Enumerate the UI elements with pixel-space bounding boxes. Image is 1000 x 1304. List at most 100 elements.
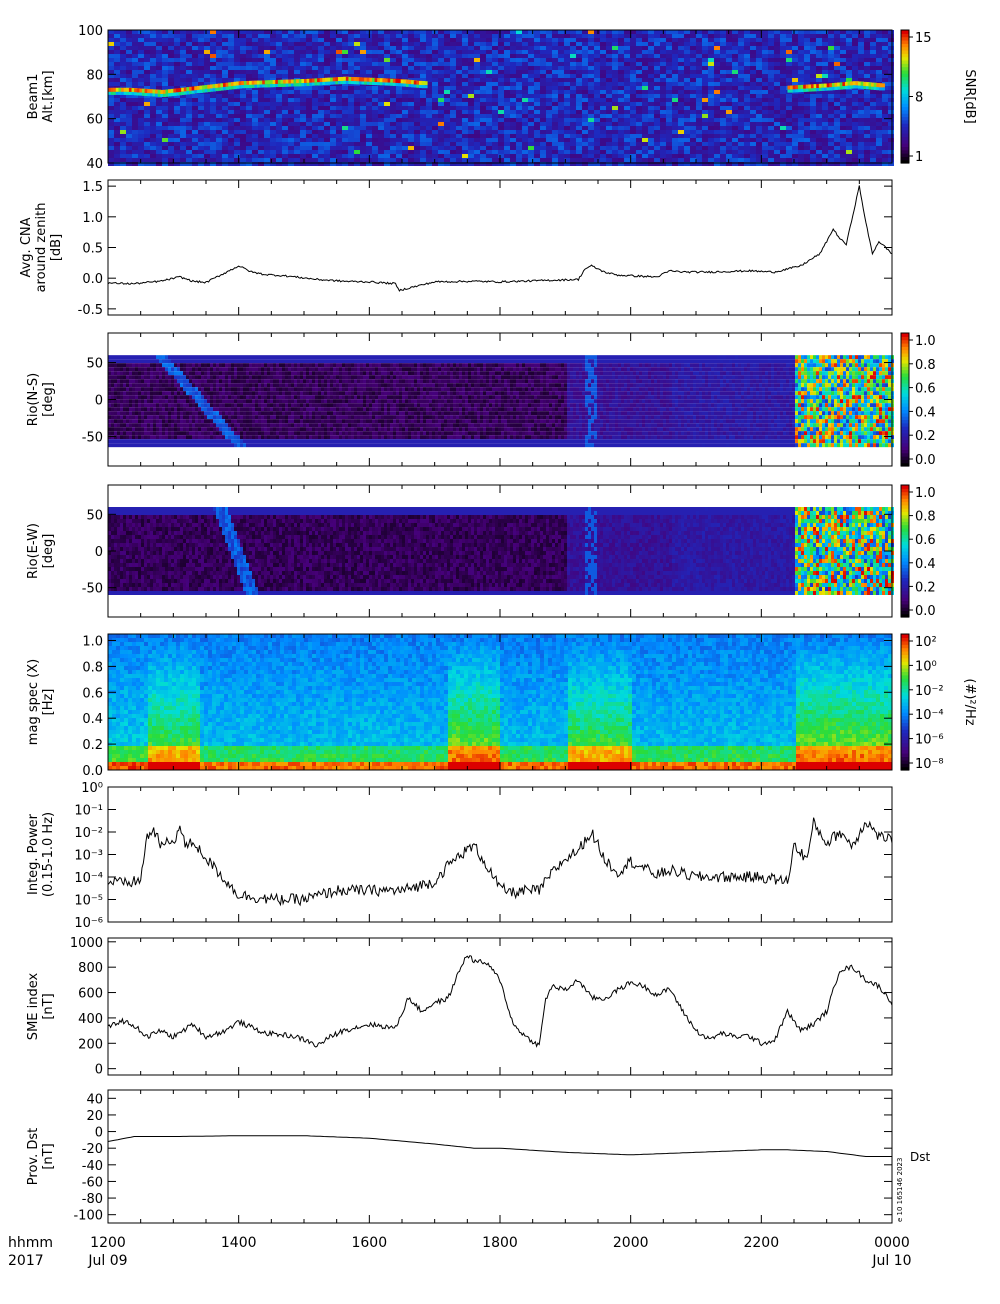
- beam1-cell: [132, 54, 138, 58]
- beam1-cell: [606, 54, 612, 58]
- beam1-cell: [150, 42, 156, 46]
- beam1-cell: [606, 46, 612, 50]
- beam1-cell: [450, 74, 456, 78]
- beam1-cell: [222, 130, 228, 134]
- beam1-cell: [126, 50, 132, 54]
- beam1-cell: [126, 130, 132, 134]
- beam1-cell: [534, 98, 540, 102]
- beam1-cell: [858, 58, 864, 62]
- beam1-cell: [678, 146, 684, 150]
- beam1-cell: [360, 110, 366, 114]
- beam1-cell: [858, 66, 864, 70]
- beam1-cell: [492, 154, 498, 158]
- beam1-cell: [372, 130, 378, 134]
- beam1-cell: [720, 74, 726, 78]
- beam1-cell: [786, 42, 792, 46]
- beam1-cell: [222, 98, 228, 102]
- beam1-cell: [426, 110, 432, 114]
- beam1-cell: [744, 138, 750, 142]
- beam1-cell: [876, 158, 882, 162]
- beam1-cell: [462, 86, 468, 90]
- beam1-cell: [738, 38, 744, 42]
- beam1-cell: [390, 106, 396, 110]
- beam1-cell: [678, 110, 684, 114]
- beam1-cell: [468, 122, 474, 126]
- beam1-cell: [156, 130, 162, 134]
- beam1-cell: [516, 146, 522, 150]
- beam1-cell: [138, 98, 144, 102]
- beam1-cell: [546, 142, 552, 146]
- beam1-cell: [222, 78, 228, 82]
- beam1-cell: [270, 70, 276, 74]
- beam1-cell: [606, 74, 612, 78]
- beam1-cell: [210, 110, 216, 114]
- beam1-cell: [486, 90, 492, 94]
- beam1-cell: [648, 146, 654, 150]
- beam1-cell: [282, 30, 288, 34]
- beam1-cell: [696, 98, 702, 102]
- beam1-cell: [534, 74, 540, 78]
- beam1-cell: [486, 78, 492, 82]
- beam1-cell: [438, 74, 444, 78]
- beam1-cell: [306, 38, 312, 42]
- beam1-cell: [462, 38, 468, 42]
- beam1-cell: [300, 150, 306, 154]
- beam1-cell: [876, 146, 882, 150]
- beam1-cell: [378, 106, 384, 110]
- beam1-cell: [468, 110, 474, 114]
- beam1-cell: [786, 110, 792, 114]
- beam1-cell: [774, 46, 780, 50]
- beam1-cell: [876, 134, 882, 138]
- beam1-cell: [756, 138, 762, 142]
- beam1-cell: [696, 38, 702, 42]
- beam1-cell: [264, 42, 270, 46]
- beam1-cell: [792, 94, 798, 98]
- beam1-cell: [360, 90, 366, 94]
- beam1-cell: [558, 114, 564, 118]
- beam1-cell: [564, 94, 570, 98]
- beam1-cell: [474, 98, 480, 102]
- beam1-cell: [666, 54, 672, 58]
- beam1-cell: [528, 102, 534, 106]
- beam1-cell: [594, 70, 600, 74]
- beam1-cell: [438, 98, 444, 102]
- beam1-cell: [576, 158, 582, 162]
- beam1-cell: [306, 150, 312, 154]
- beam1-cell: [600, 106, 606, 110]
- beam1-cell: [834, 126, 840, 130]
- beam1-cell: [300, 106, 306, 110]
- beam1-cell: [606, 102, 612, 106]
- beam1-cell: [630, 94, 636, 98]
- beam1-cell: [864, 54, 870, 58]
- beam1-cell: [828, 102, 834, 106]
- beam1-cell: [690, 66, 696, 70]
- beam1-cell: [144, 30, 150, 34]
- beam1-cell: [744, 126, 750, 130]
- beam1-cell: [246, 70, 252, 74]
- beam1-cell: [384, 158, 390, 162]
- beam1-cell: [690, 110, 696, 114]
- beam1-cell: [366, 114, 372, 118]
- beam1-cell: [438, 50, 444, 54]
- beam1-cell: [522, 34, 528, 38]
- beam1-cell: [528, 78, 534, 82]
- beam1-cell: [888, 70, 894, 74]
- beam1-cell: [600, 46, 606, 50]
- beam1-cell: [738, 150, 744, 154]
- beam1-cell: [108, 138, 114, 142]
- beam1-cell: [762, 86, 768, 90]
- beam1-cell: [210, 50, 216, 54]
- beam1-cell: [846, 146, 852, 150]
- beam1-cell: [228, 70, 234, 74]
- beam1-cell: [618, 130, 624, 134]
- beam1-cell: [702, 74, 708, 78]
- beam1-cell: [144, 34, 150, 38]
- beam1-cell: [624, 86, 630, 90]
- beam1-cell: [192, 118, 198, 122]
- beam1-cell: [816, 58, 822, 62]
- beam1-cell: [540, 158, 546, 162]
- beam1-cell: [132, 42, 138, 46]
- beam1-cell: [162, 142, 168, 146]
- beam1-cell: [264, 118, 270, 122]
- beam1-cell: [774, 138, 780, 142]
